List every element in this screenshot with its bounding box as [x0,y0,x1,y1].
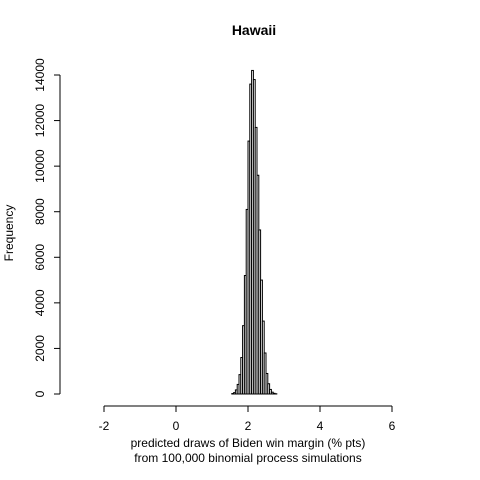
x-axis-sublabel: from 100,000 binomial process simulation… [134,451,361,465]
chart-title: Hawaii [232,22,276,38]
y-tick-label: 8000 [33,198,47,225]
y-tick-label: 10000 [33,149,47,183]
histogram-bars [232,70,277,394]
x-tick-label: 4 [317,419,324,433]
x-axis-label: predicted draws of Biden win margin (% p… [131,436,366,450]
y-axis: 0 2000 4000 6000 8000 10000 12000 14000 [33,58,60,397]
y-tick-label: 12000 [33,104,47,138]
y-tick-label: 14000 [33,58,47,92]
x-tick-label: 6 [389,419,396,433]
y-tick-label: 2000 [33,335,47,362]
x-tick-label: 0 [173,419,180,433]
x-tick-label: -2 [99,419,110,433]
x-axis: -2 0 2 4 6 [99,406,396,433]
y-tick-label: 4000 [33,289,47,316]
y-tick-label: 6000 [33,244,47,271]
y-axis-label: Frequency [2,205,16,262]
x-tick-label: 2 [245,419,252,433]
y-tick-label: 0 [33,390,47,397]
